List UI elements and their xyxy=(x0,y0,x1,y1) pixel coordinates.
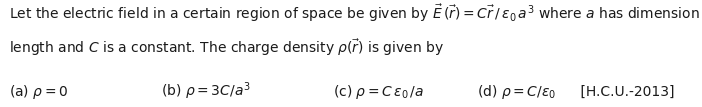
Text: length and $C$ is a constant. The charge density $\rho(\vec{r})$ is given by: length and $C$ is a constant. The charge… xyxy=(9,38,444,59)
Text: (d) $\rho = C/\epsilon_0$: (d) $\rho = C/\epsilon_0$ xyxy=(477,83,557,101)
Text: (b) $\rho = 3C/a^3$: (b) $\rho = 3C/a^3$ xyxy=(161,81,251,102)
Text: (a) $\rho = 0$: (a) $\rho = 0$ xyxy=(9,83,69,101)
Text: Let the electric field in a certain region of space be given by $\vec{E}\,(\vec{: Let the electric field in a certain regi… xyxy=(9,3,702,24)
Text: [H.C.U.-2013]: [H.C.U.-2013] xyxy=(576,85,674,99)
Text: (c) $\rho = C\,\epsilon_0\,/a$: (c) $\rho = C\,\epsilon_0\,/a$ xyxy=(333,83,425,101)
